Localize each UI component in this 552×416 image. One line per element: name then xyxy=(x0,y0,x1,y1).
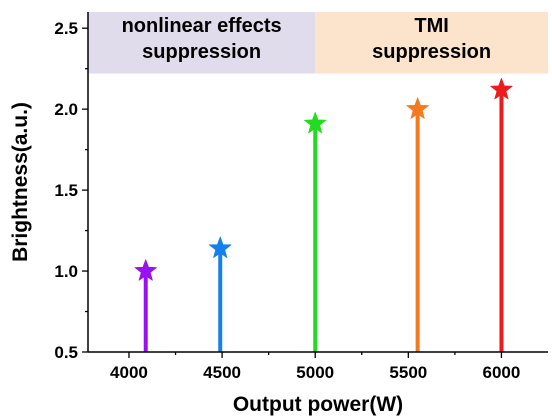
region-label-0-1: suppression xyxy=(142,41,261,63)
y-axis-title: Brightness(a.u.) xyxy=(9,102,32,262)
star-point-1 xyxy=(208,236,232,258)
y-tick-label-3: 2.0 xyxy=(54,100,78,119)
region-bands: nonlinear effects suppression TMI suppressi… xyxy=(88,12,548,74)
data-points xyxy=(134,77,513,281)
x-tick-label-3: 5500 xyxy=(389,363,427,382)
region-band-1 xyxy=(315,12,548,74)
data-stems xyxy=(143,89,504,352)
region-label-0-0: nonlinear effects xyxy=(122,15,282,37)
region-label-1-0: TMI xyxy=(414,15,448,37)
star-point-0 xyxy=(134,259,157,281)
x-tick-label-2: 5000 xyxy=(296,363,334,382)
y-tick-label-4: 2.5 xyxy=(54,19,78,38)
ticks: 4000 4500 5000 5500 6000 0.5 1.0 1.5 2.0 2.5 xyxy=(54,19,520,382)
star-point-4 xyxy=(490,77,513,100)
y-tick-label-2: 1.5 xyxy=(54,181,78,200)
x-tick-label-4: 6000 xyxy=(483,363,521,382)
x-tick-label-0: 4000 xyxy=(110,363,148,382)
region-label-1-1: suppression xyxy=(372,41,491,63)
region-band-0 xyxy=(88,12,316,74)
star-point-2 xyxy=(303,111,327,134)
y-tick-label-0: 0.5 xyxy=(54,343,78,362)
star-point-3 xyxy=(406,97,429,119)
x-tick-label-1: 4500 xyxy=(203,363,241,382)
x-axis-title: Output power(W) xyxy=(233,393,403,416)
y-tick-label-1: 1.0 xyxy=(54,262,78,281)
